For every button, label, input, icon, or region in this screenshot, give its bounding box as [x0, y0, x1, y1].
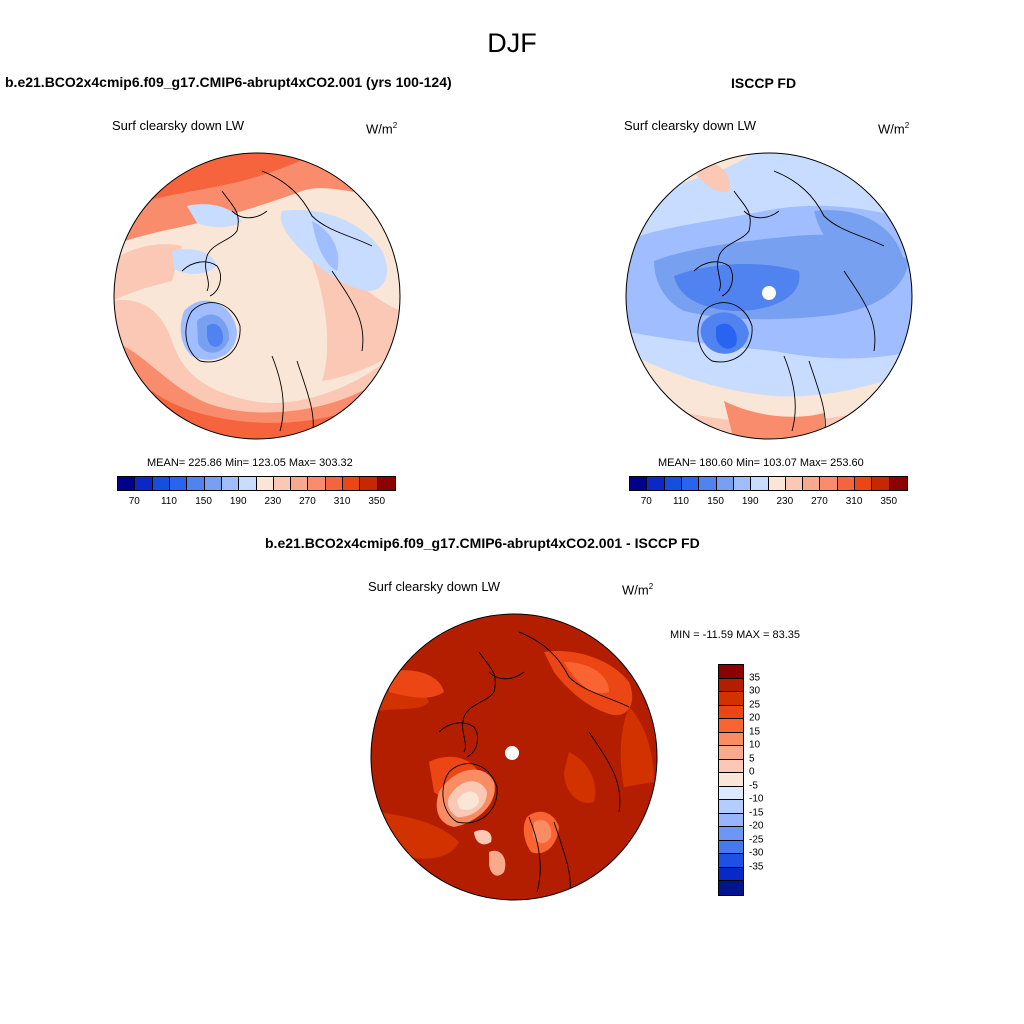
right-colorbar-swatch [716, 477, 734, 490]
diff-panel-title: b.e21.BCO2x4cmip6.f09_g17.CMIP6-abrupt4x… [265, 535, 700, 551]
diff-colorbar-swatch [719, 678, 743, 693]
left-colorbar-swatch [291, 477, 309, 490]
right-colorbar-swatch [872, 477, 890, 490]
diff-variable-label: Surf clearsky down LW [368, 579, 500, 594]
right-colorbar-swatch [889, 477, 907, 490]
diff-colorbar-swatch [719, 800, 743, 814]
right-colorbar-swatch [768, 477, 786, 490]
left-colorbar-tick-label: 110 [160, 496, 177, 507]
right-colorbar-swatch [699, 477, 717, 490]
figure-title: DJF [487, 28, 537, 58]
left-colorbar-swatch [221, 477, 240, 490]
diff-colorbar-tick-label: 20 [749, 712, 761, 724]
left-units-label: W/m2 [366, 121, 398, 137]
diff-colorbar-swatch [719, 665, 743, 679]
left-colorbar-swatch [325, 477, 344, 490]
right-colorbar-swatch [733, 477, 752, 490]
left-variable-label: Surf clearsky down LW [112, 118, 244, 133]
right-colorbar-swatch [664, 477, 682, 490]
left-colorbar-swatch [308, 477, 326, 490]
diff-colorbar-swatch [719, 840, 743, 855]
right-panel-title: ISCCP FD [731, 75, 797, 91]
diff-stats: MIN = -11.59 MAX = 83.35 [670, 629, 801, 641]
diff-colorbar-tick-label: 35 [749, 672, 761, 684]
right-colorbar-tick-label: 110 [672, 496, 689, 507]
right-colorbar-swatch [681, 477, 700, 490]
diff-colorbar-tick-label: 15 [749, 726, 761, 738]
left-colorbar-tick-label: 150 [195, 496, 212, 507]
diff-colorbar-swatch [719, 759, 743, 774]
diff-colorbar-tick-label: 30 [749, 685, 761, 697]
right-colorbar-tick-label: 190 [741, 496, 759, 507]
right-colorbar-tick-label: 70 [640, 496, 652, 507]
diff-colorbar-tick-label: -35 [749, 861, 764, 873]
diff-colorbar-swatch [719, 773, 743, 787]
diff-colorbar-tick-label: -25 [749, 834, 764, 846]
diff-colorbar-swatch [719, 786, 743, 801]
left-colorbar-swatch [360, 477, 378, 490]
diff-colorbar-tick-label: -5 [749, 780, 758, 792]
right-colorbar-tick-label: 230 [776, 496, 794, 507]
right-colorbar-tick-label: 310 [845, 496, 863, 507]
diff-colorbar-tick-label: 0 [749, 766, 755, 778]
left-panel-title: b.e21.BCO2x4cmip6.f09_g17.CMIP6-abrupt4x… [5, 74, 452, 90]
right-polar-map [625, 152, 913, 440]
diff-colorbar-swatch [719, 746, 743, 760]
diff-colorbar-tick-label: -15 [749, 807, 764, 819]
left-colorbar-tick-label: 70 [128, 496, 140, 507]
diff-colorbar-tick-label: -20 [749, 820, 764, 832]
diff-polar-map [370, 613, 658, 901]
left-colorbar-swatch [135, 477, 153, 490]
right-colorbar-swatch [837, 477, 856, 490]
left-colorbar-swatch [169, 477, 188, 490]
left-colorbar-tick-label: 350 [368, 496, 386, 507]
diff-colorbar-swatch [719, 692, 743, 706]
right-colorbar [629, 476, 908, 491]
diff-colorbar [718, 664, 744, 896]
right-colorbar-tick-label: 350 [880, 496, 898, 507]
diff-colorbar-swatch [719, 732, 743, 747]
diff-colorbar-tick-label: 10 [749, 739, 761, 751]
right-colorbar-swatch [803, 477, 821, 490]
left-colorbar-swatch [118, 477, 136, 490]
left-colorbar-swatch [273, 477, 292, 490]
right-colorbar-swatch [855, 477, 873, 490]
left-colorbar-swatch [152, 477, 170, 490]
diff-units-label: W/m2 [622, 582, 654, 598]
right-stats: MEAN= 180.60 Min= 103.07 Max= 253.60 [658, 457, 864, 469]
diff-colorbar-swatch [719, 705, 743, 720]
left-colorbar [117, 476, 396, 491]
right-colorbar-swatch [630, 477, 648, 490]
left-colorbar-swatch [204, 477, 222, 490]
diff-colorbar-tick-label: -10 [749, 793, 764, 805]
diff-colorbar-tick-label: 25 [749, 699, 761, 711]
left-colorbar-swatch [239, 477, 257, 490]
diff-colorbar-tick-label: -30 [749, 847, 764, 859]
left-colorbar-tick-label: 310 [333, 496, 351, 507]
left-colorbar-swatch [256, 477, 274, 490]
diff-colorbar-swatch [719, 827, 743, 841]
right-units-label: W/m2 [878, 121, 910, 137]
right-colorbar-swatch [785, 477, 804, 490]
diff-colorbar-swatch [719, 813, 743, 828]
diff-colorbar-swatch [719, 719, 743, 733]
diff-colorbar-swatch [719, 867, 743, 882]
diff-colorbar-tick-label: 5 [749, 753, 755, 765]
right-colorbar-swatch [751, 477, 769, 490]
diff-colorbar-swatch [719, 881, 743, 895]
left-colorbar-swatch [377, 477, 395, 490]
left-stats: MEAN= 225.86 Min= 123.05 Max= 303.32 [147, 457, 353, 469]
diff-colorbar-swatch [719, 854, 743, 868]
right-colorbar-swatch [647, 477, 665, 490]
left-colorbar-tick-label: 190 [229, 496, 247, 507]
left-polar-map [113, 152, 401, 440]
right-colorbar-tick-label: 270 [811, 496, 828, 507]
right-colorbar-swatch [820, 477, 838, 490]
right-colorbar-tick-label: 150 [707, 496, 724, 507]
left-colorbar-tick-label: 230 [264, 496, 282, 507]
left-colorbar-swatch [187, 477, 205, 490]
right-variable-label: Surf clearsky down LW [624, 118, 756, 133]
left-colorbar-tick-label: 270 [299, 496, 316, 507]
left-colorbar-swatch [343, 477, 361, 490]
